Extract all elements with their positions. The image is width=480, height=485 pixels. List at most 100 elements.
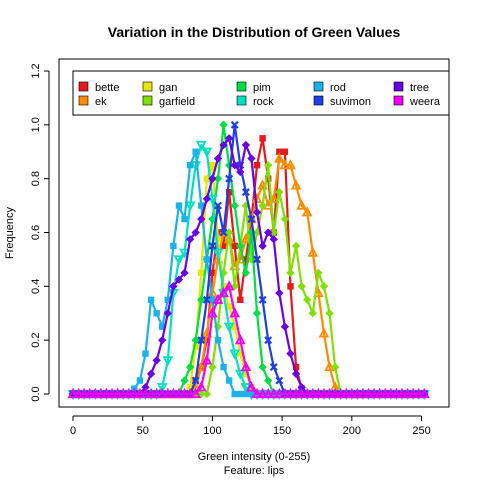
data-point-rock — [240, 383, 252, 394]
data-point-rock — [173, 255, 185, 266]
legend-item-rock: rock — [236, 95, 274, 108]
series-layer — [67, 120, 430, 401]
data-point-rock — [212, 248, 224, 259]
legend-label: garfield — [159, 96, 195, 108]
data-point-suvimon — [241, 188, 250, 197]
data-point-suvimon — [230, 120, 239, 129]
data-point-gan — [225, 303, 233, 310]
data-point-pim — [258, 362, 267, 372]
data-point-rock — [201, 147, 213, 158]
data-point-ek — [195, 360, 207, 372]
data-point-suvimon — [247, 215, 256, 224]
legend-item-ek: ek — [78, 95, 107, 108]
data-point-pim — [236, 241, 245, 251]
data-point-rod — [159, 323, 166, 330]
data-point-bette — [253, 162, 261, 169]
data-point-gan — [237, 350, 244, 357]
data-point-garfield — [291, 241, 301, 251]
legend-item-rod: rod — [313, 81, 346, 94]
data-point-bette — [231, 242, 238, 250]
data-point-weera — [379, 387, 391, 399]
data-point-weera — [218, 286, 229, 298]
data-point-weera — [234, 334, 246, 345]
y-tick-label: 0.2 — [30, 333, 42, 348]
data-point-weera — [134, 387, 146, 399]
data-point-suvimon — [208, 241, 217, 250]
data-point-weera — [212, 293, 224, 304]
data-point-rock — [234, 369, 246, 380]
legend-swatch — [393, 95, 404, 106]
y-tick-label: 0.0 — [30, 386, 42, 401]
data-point-bette — [264, 175, 272, 182]
data-point-weera — [335, 387, 346, 399]
data-point-garfield — [303, 295, 312, 304]
data-point-pim — [213, 174, 223, 183]
data-point-weera — [229, 307, 241, 318]
data-point-suvimon — [264, 336, 273, 345]
legend-swatch — [236, 81, 247, 92]
data-point-bette — [237, 296, 244, 303]
data-point-rod — [209, 296, 216, 303]
data-point-bette — [287, 283, 294, 290]
legend-item-garfield: garfield — [142, 95, 195, 108]
y-tick-label: 0.8 — [30, 171, 42, 186]
y-axis-label: Frequency — [4, 207, 16, 259]
data-point-garfield — [314, 268, 323, 278]
data-point-rod — [136, 377, 144, 384]
data-point-ek — [318, 327, 330, 338]
data-point-tree — [297, 383, 306, 392]
data-point-weera — [151, 387, 162, 399]
data-point-weera — [156, 387, 168, 399]
legend-swatch — [142, 81, 153, 92]
data-point-tree — [241, 140, 251, 150]
data-point-rock — [162, 356, 174, 367]
data-point-rod — [203, 256, 211, 263]
data-point-gan — [242, 370, 250, 378]
data-point-weera — [173, 387, 185, 399]
data-point-rod — [181, 215, 188, 223]
x-axis-label: Green intensity (0-255) — [198, 451, 311, 463]
data-point-pim — [252, 309, 262, 318]
data-point-weera — [179, 387, 190, 399]
legend-item-gan: gan — [142, 81, 177, 94]
legend-swatch — [78, 81, 89, 92]
legend-label: rock — [253, 96, 274, 108]
data-point-rod — [248, 390, 255, 398]
data-point-tree — [219, 140, 228, 150]
data-point-tree — [185, 235, 195, 244]
data-point-weera — [329, 387, 341, 399]
data-point-rod — [214, 336, 222, 344]
data-point-weera — [363, 387, 374, 399]
data-point-garfield — [275, 187, 284, 197]
data-point-weera — [374, 387, 386, 399]
data-point-garfield — [330, 362, 340, 372]
legend-swatch — [236, 95, 247, 106]
data-point-rod — [164, 296, 171, 303]
data-point-garfield — [197, 389, 206, 399]
data-point-rod — [186, 162, 194, 169]
data-point-weera — [262, 387, 274, 399]
data-point-ek — [279, 159, 291, 170]
data-point-tree — [180, 268, 189, 278]
data-point-weera — [307, 387, 319, 399]
legend-label: weera — [409, 96, 441, 108]
data-point-ek — [296, 199, 307, 210]
data-point-weera — [168, 387, 179, 399]
legend-item-weera: weera — [393, 95, 441, 108]
data-point-weera — [352, 387, 363, 399]
data-point-weera — [296, 387, 307, 399]
x-tick-label: 250 — [412, 425, 430, 437]
data-point-weera — [279, 387, 291, 399]
data-point-garfield — [269, 228, 278, 237]
data-point-rock — [184, 201, 196, 212]
legend-label: gan — [159, 82, 177, 94]
data-point-weera — [195, 381, 207, 392]
data-point-weera — [268, 387, 280, 399]
data-point-weera — [290, 387, 302, 399]
data-point-rod — [242, 390, 250, 398]
data-point-tree — [141, 383, 150, 392]
data-point-weera — [223, 280, 235, 291]
legend-swatch — [78, 95, 89, 106]
data-point-weera — [89, 387, 101, 399]
